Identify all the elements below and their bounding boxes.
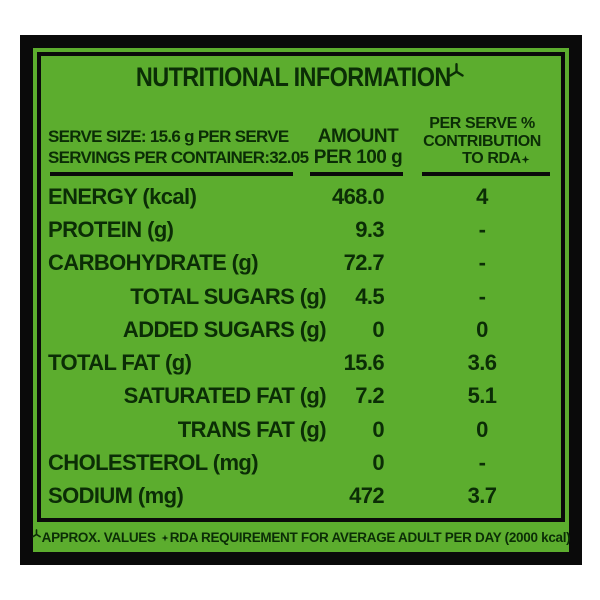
rda-value: - <box>478 216 486 242</box>
amount-value: 468.0 <box>331 183 385 209</box>
footnote-approx-text: APPROX. VALUES <box>41 529 156 545</box>
table-row: TOTAL FAT (g) 15.6 3.6 <box>46 346 556 379</box>
servings-per-container-line: SERVINGS PER CONTAINER:32.05 <box>48 148 309 167</box>
rda-header-line1: PER SERVE % <box>429 115 535 133</box>
amount-value: 15.6 <box>343 350 385 376</box>
rda-value: 4 <box>476 183 488 209</box>
table-header-row: SERVE SIZE: 15.6 g PER SERVE SERVINGS PE… <box>46 94 556 168</box>
amount-column-underline <box>310 172 403 176</box>
table-row: CHOLESTEROL (mg) 0 - <box>46 446 556 479</box>
four-point-star-icon <box>161 530 169 545</box>
table-row: ADDED SUGARS (g) 0 0 <box>46 313 556 346</box>
serve-size-line: SERVE SIZE: 15.6 g PER SERVE <box>48 127 289 146</box>
rda-value: 0 <box>476 316 488 342</box>
nutrient-name: TOTAL SUGARS (g) <box>130 283 326 309</box>
four-point-star-icon <box>521 151 530 169</box>
rda-value: 5.1 <box>467 383 497 409</box>
label-title: NUTRITIONAL INFORMATION <box>136 61 451 92</box>
rda-column-underline <box>422 172 550 176</box>
rda-value: 3.7 <box>467 483 497 509</box>
table-row: PROTEIN (g) 9.3 - <box>46 213 556 246</box>
amount-value: 0 <box>372 416 384 442</box>
nutrient-name: CARBOHYDRATE (g) <box>48 250 259 276</box>
table-row: ENERGY (kcal) 468.0 4 <box>46 180 556 213</box>
rda-column-header: PER SERVE % CONTRIBUTION TO RDA <box>408 115 556 168</box>
rda-header-line3: TO RDA <box>408 150 556 168</box>
label-title-row: NUTRITIONAL INFORMATION <box>46 56 556 94</box>
amount-column-header: AMOUNT PER 100 g <box>308 126 408 168</box>
amount-value: 72.7 <box>343 250 385 276</box>
rda-value: 0 <box>476 416 488 442</box>
table-row: TRANS FAT (g) 0 0 <box>46 413 556 446</box>
rda-value: - <box>478 450 486 476</box>
nutrient-name: ADDED SUGARS (g) <box>122 316 327 342</box>
table-row: SODIUM (mg) 472 3.7 <box>46 480 556 513</box>
nutrient-name: SATURATED FAT (g) <box>123 383 327 409</box>
rda-value: 3.6 <box>467 350 497 376</box>
footnote: APPROX. VALUES RDA REQUIREMENT FOR AVERAG… <box>31 522 571 552</box>
nutrient-name: PROTEIN (g) <box>48 216 174 242</box>
nutrient-name: SODIUM (mg) <box>48 483 184 509</box>
amount-value: 7.2 <box>355 383 384 409</box>
nutrient-name: TRANS FAT (g) <box>177 416 327 442</box>
rda-value: - <box>478 250 486 276</box>
amount-header-line1: AMOUNT <box>317 126 399 147</box>
three-point-star-icon <box>31 527 41 542</box>
table-row: SATURATED FAT (g) 7.2 5.1 <box>46 380 556 413</box>
amount-header-line2: PER 100 g <box>313 147 403 168</box>
rda-header-line2: CONTRIBUTION <box>423 132 541 150</box>
amount-value: 0 <box>372 316 384 342</box>
nutrient-rows: ENERGY (kcal) 468.0 4 PROTEIN (g) 9.3 - … <box>46 180 556 513</box>
nutrition-label: NUTRITIONAL INFORMATION SERVE SIZE: 15.6… <box>20 35 582 565</box>
amount-value: 0 <box>372 450 384 476</box>
table-row: TOTAL SUGARS (g) 4.5 - <box>46 280 556 313</box>
footnote-rda-text: RDA REQUIREMENT FOR AVERAGE ADULT PER DA… <box>169 529 571 545</box>
nutrient-column-underline <box>50 172 293 176</box>
label-background: NUTRITIONAL INFORMATION SERVE SIZE: 15.6… <box>31 48 571 552</box>
nutrient-name: ENERGY (kcal) <box>48 183 197 209</box>
amount-value: 9.3 <box>355 216 384 242</box>
amount-value: 472 <box>349 483 385 509</box>
table-row: CARBOHYDRATE (g) 72.7 - <box>46 247 556 280</box>
nutrient-name: CHOLESTEROL (mg) <box>48 450 259 476</box>
amount-value: 4.5 <box>355 283 384 309</box>
nutrient-name: TOTAL FAT (g) <box>48 350 192 376</box>
header-underline-row <box>46 172 556 177</box>
rda-value: - <box>478 283 486 309</box>
nutrition-table-box: NUTRITIONAL INFORMATION SERVE SIZE: 15.6… <box>37 52 565 522</box>
three-point-star-icon <box>449 63 464 84</box>
serve-size-header: SERVE SIZE: 15.6 g PER SERVE SERVINGS PE… <box>46 126 309 168</box>
